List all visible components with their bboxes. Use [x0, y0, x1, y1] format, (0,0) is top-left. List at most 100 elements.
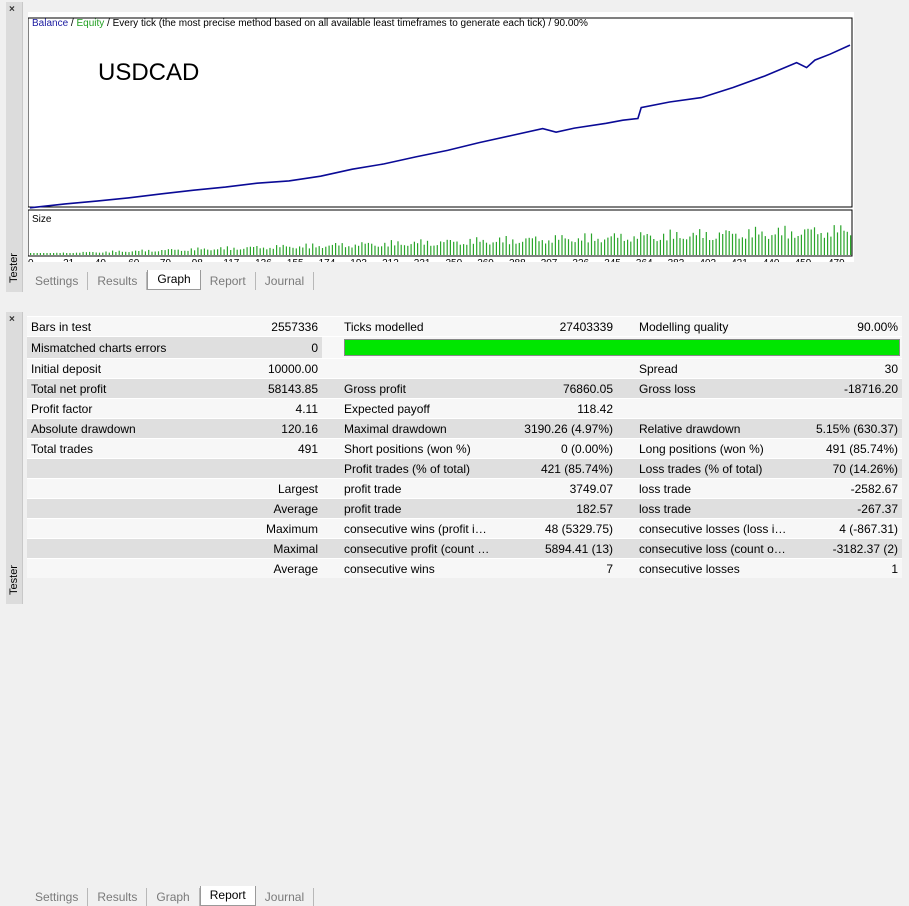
size-bar — [85, 252, 87, 255]
size-bar — [725, 230, 727, 255]
tab-results[interactable]: Results — [88, 888, 148, 906]
legend-separator: / — [68, 18, 76, 29]
size-bar — [653, 239, 655, 255]
size-bar — [302, 247, 304, 255]
report-row: Maximal consecutive profit (count of ... 5… — [27, 538, 902, 559]
size-bar — [381, 246, 383, 255]
tester-report-panel: × Tester Bars in test 2557336 Ticks modell… — [6, 312, 904, 906]
size-bar — [554, 235, 556, 255]
x-tick-label: 0 — [28, 258, 34, 262]
size-plot-frame — [28, 209, 853, 257]
size-bar — [89, 251, 91, 255]
x-tick-label: 117 — [223, 258, 239, 262]
report-row: Largest profit trade 3749.07 loss trade -258… — [27, 478, 902, 499]
size-bar — [269, 247, 271, 255]
size-bar — [836, 232, 839, 255]
report-value: 27403339 — [497, 316, 617, 337]
size-bar — [95, 252, 97, 255]
size-bar — [390, 240, 392, 255]
report-label: Initial deposit — [27, 358, 202, 379]
size-bar — [541, 240, 543, 255]
size-bar — [787, 238, 789, 255]
tab-results[interactable]: Results — [88, 272, 148, 290]
report-row: Initial deposit 10000.00 Spread 30 — [27, 358, 902, 379]
size-bar — [348, 246, 350, 255]
size-bar — [351, 247, 353, 255]
size-bar — [230, 250, 232, 255]
size-bar — [731, 233, 734, 255]
size-bar — [564, 238, 566, 255]
bottom-tab-bar: Settings Results Graph Report Journal — [26, 886, 315, 906]
size-bar — [489, 244, 491, 255]
size-bar — [715, 238, 717, 255]
tab-graph[interactable]: Graph — [147, 270, 201, 290]
legend-equity: Equity — [76, 18, 104, 29]
report-label: Maximal drawdown — [322, 418, 497, 439]
tester-sidebar: × Tester — [6, 2, 23, 292]
size-bar — [617, 237, 619, 255]
size-bar — [295, 248, 297, 255]
report-value: 5894.41 (13) — [497, 538, 617, 559]
size-bar — [590, 233, 593, 255]
size-bar — [545, 243, 547, 255]
size-bar — [476, 237, 478, 255]
size-bar — [105, 251, 107, 255]
size-bar — [722, 234, 724, 255]
size-bar — [561, 235, 563, 255]
size-bar — [69, 253, 71, 255]
tab-report[interactable]: Report — [201, 272, 256, 290]
tab-graph[interactable]: Graph — [147, 888, 200, 906]
report-value: 7 — [497, 558, 617, 578]
report-row: Profit factor 4.11 Expected payoff 118.42 — [27, 398, 902, 419]
tab-settings[interactable]: Settings — [26, 888, 89, 906]
report-value: 30 — [792, 358, 902, 379]
size-bar — [682, 238, 684, 255]
size-bar — [62, 252, 64, 255]
report-row: Bars in test 2557336 Ticks modelled 2740333… — [27, 316, 902, 337]
report-value: 58143.85 — [202, 378, 322, 399]
report-label: Absolute drawdown — [27, 418, 202, 439]
size-bar — [499, 237, 501, 255]
report-value: 90.00% — [792, 316, 902, 337]
size-bar — [643, 235, 645, 255]
report-label: profit trade — [322, 498, 497, 519]
report-value: 3749.07 — [497, 478, 617, 499]
report-value: 3190.26 (4.97%) — [497, 418, 617, 439]
size-bar — [289, 246, 291, 255]
report-value: 182.57 — [497, 498, 617, 519]
x-tick-label: 459 — [795, 258, 812, 262]
size-bar — [666, 240, 668, 255]
tab-journal[interactable]: Journal — [256, 272, 315, 290]
report-value: 1 — [792, 558, 902, 578]
report-label: Total trades — [27, 438, 202, 459]
x-tick-label: 364 — [636, 258, 653, 262]
close-icon[interactable]: × — [9, 314, 15, 325]
size-bar — [718, 232, 720, 255]
x-tick-label: 421 — [731, 258, 748, 262]
size-bar — [840, 225, 842, 255]
size-bar — [548, 240, 550, 255]
size-bar — [449, 240, 451, 255]
tab-settings[interactable]: Settings — [26, 272, 89, 290]
x-tick-label: 40 — [95, 258, 107, 262]
size-bar — [823, 237, 825, 255]
report-label: Loss trades (% of total) — [617, 458, 792, 479]
size-bar — [102, 252, 104, 255]
tab-journal[interactable]: Journal — [256, 888, 315, 906]
x-tick-label: 440 — [763, 258, 780, 262]
report-label: Mismatched charts errors — [27, 336, 202, 359]
size-bar — [49, 253, 51, 255]
report-row: Profit trades (% of total) 421 (85.74%) Lo… — [27, 458, 902, 479]
close-icon[interactable]: × — [9, 4, 15, 15]
report-row: Average profit trade 182.57 loss trade -267.… — [27, 498, 902, 519]
report-value: 491 (85.74%) — [792, 438, 902, 459]
tab-report[interactable]: Report — [199, 886, 256, 906]
size-bar — [259, 248, 261, 255]
report-value — [497, 358, 617, 379]
size-bar — [256, 246, 258, 255]
size-bar — [630, 241, 632, 255]
size-bar — [810, 229, 812, 255]
report-value: 118.42 — [497, 398, 617, 419]
size-bar — [423, 244, 425, 255]
size-bar — [72, 253, 74, 255]
